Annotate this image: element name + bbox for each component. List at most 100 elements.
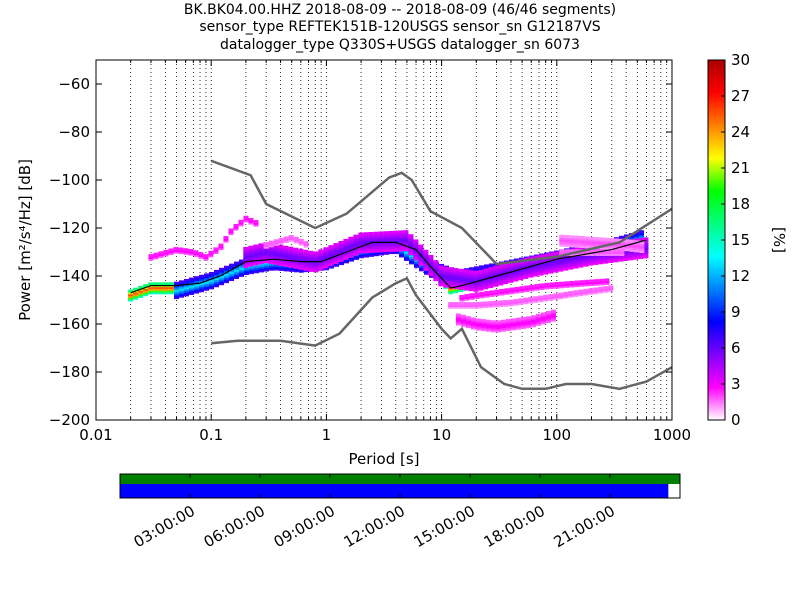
density-cell — [485, 326, 491, 330]
x-tick-label: 100 — [542, 426, 571, 444]
density-cell — [163, 291, 169, 295]
density-cell — [244, 266, 250, 270]
density-cell — [578, 246, 584, 250]
density-cell — [243, 254, 249, 258]
density-cell — [493, 265, 499, 269]
density-cell — [268, 240, 274, 244]
density-cell — [268, 255, 274, 259]
density-cell — [238, 223, 244, 227]
density-cell — [323, 259, 329, 263]
density-cell — [578, 291, 584, 295]
density-cell — [258, 261, 264, 265]
density-cell — [633, 256, 639, 260]
density-cell — [490, 325, 496, 329]
density-cell — [485, 328, 491, 332]
density-cell — [464, 295, 470, 299]
x-tick-label: 0.1 — [199, 426, 223, 444]
density-cell — [448, 270, 454, 274]
density-cell — [629, 234, 635, 238]
density-cell — [563, 254, 569, 258]
density-cell — [343, 238, 349, 242]
density-cell — [333, 243, 339, 247]
density-cell — [404, 257, 410, 261]
density-cell — [584, 239, 590, 243]
density-cell — [475, 322, 481, 326]
density-cell — [609, 239, 615, 243]
density-cell — [318, 261, 324, 265]
density-cell — [373, 231, 379, 235]
density-cell — [528, 269, 534, 273]
density-cell — [584, 279, 590, 283]
density-cell — [359, 255, 365, 259]
density-cell — [229, 267, 235, 271]
density-cell — [594, 282, 600, 286]
density-cell — [153, 252, 159, 256]
density-cell — [529, 286, 535, 290]
density-cell — [483, 279, 489, 283]
density-cell — [558, 268, 564, 272]
density-cell — [273, 254, 279, 258]
density-cell — [460, 316, 466, 320]
density-cell — [229, 276, 235, 280]
density-cell — [588, 288, 594, 292]
density-cell — [495, 324, 501, 328]
density-cell — [525, 323, 531, 327]
density-cell — [584, 245, 590, 249]
density-cell — [589, 249, 595, 253]
density-cell — [578, 255, 584, 259]
density-cell — [148, 254, 154, 258]
density-cell — [414, 264, 420, 268]
density-cell — [363, 241, 369, 245]
density-cell — [393, 239, 399, 243]
density-cell — [233, 227, 239, 231]
density-cell — [199, 280, 205, 284]
density-cell — [374, 251, 380, 255]
density-cell — [248, 252, 254, 256]
density-cell — [500, 325, 506, 329]
density-cell — [498, 300, 504, 304]
density-cell — [348, 254, 354, 258]
density-cell — [293, 254, 299, 258]
density-cell — [358, 236, 364, 240]
density-cell — [530, 320, 536, 324]
density-cell — [353, 250, 359, 254]
density-cell — [548, 263, 554, 267]
colorbar-tick-label: 0 — [731, 411, 741, 429]
density-cell — [539, 285, 545, 289]
density-cell — [485, 319, 491, 323]
density-cell — [508, 301, 514, 305]
density-cell — [424, 271, 430, 275]
density-cell — [569, 238, 575, 242]
density-cell — [428, 262, 434, 266]
density-cell — [535, 322, 541, 326]
density-cell — [464, 297, 470, 301]
density-cell — [293, 238, 299, 242]
density-cell — [535, 313, 541, 317]
density-cell — [455, 322, 461, 326]
density-cell — [273, 260, 279, 264]
density-cell — [500, 323, 506, 327]
density-cell — [599, 278, 605, 282]
density-cell — [458, 279, 464, 283]
density-cell — [239, 273, 245, 277]
density-cell — [543, 264, 549, 268]
density-cell — [478, 285, 484, 289]
colorbar-tick-label: 27 — [731, 87, 750, 105]
density-cell — [515, 324, 521, 328]
density-cell — [428, 256, 434, 260]
density-cell — [465, 323, 471, 327]
density-cell — [398, 232, 404, 236]
density-cell — [479, 293, 485, 297]
density-cell — [178, 247, 184, 251]
density-cell — [629, 239, 635, 243]
density-cell — [378, 242, 384, 246]
density-cell — [448, 269, 454, 273]
density-cell — [189, 284, 195, 288]
density-cell — [519, 287, 525, 291]
density-cell — [603, 255, 609, 259]
density-cell — [474, 294, 480, 298]
density-cell — [548, 265, 554, 269]
colorbar-tick-label: 6 — [731, 339, 741, 357]
density-cell — [559, 240, 565, 244]
density-cell — [455, 313, 461, 317]
